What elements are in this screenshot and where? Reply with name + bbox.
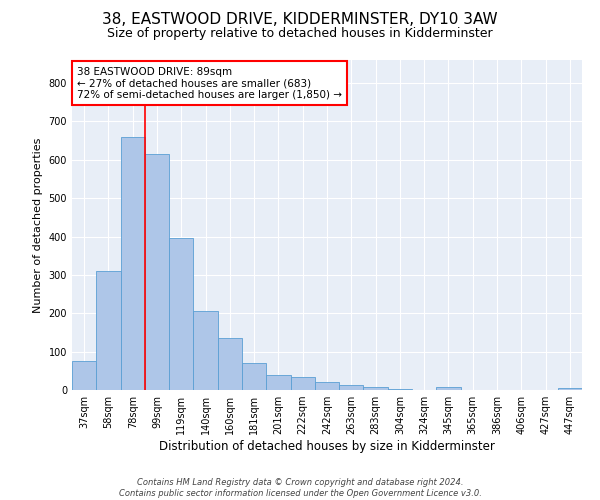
Text: 38, EASTWOOD DRIVE, KIDDERMINSTER, DY10 3AW: 38, EASTWOOD DRIVE, KIDDERMINSTER, DY10 … <box>102 12 498 28</box>
Bar <box>242 363 266 390</box>
Bar <box>145 154 169 390</box>
Bar <box>290 378 315 390</box>
Bar <box>218 338 242 390</box>
Text: Contains HM Land Registry data © Crown copyright and database right 2024.
Contai: Contains HM Land Registry data © Crown c… <box>119 478 481 498</box>
Bar <box>266 374 290 390</box>
Bar <box>193 312 218 390</box>
Bar <box>96 271 121 390</box>
Text: 38 EASTWOOD DRIVE: 89sqm
← 27% of detached houses are smaller (683)
72% of semi-: 38 EASTWOOD DRIVE: 89sqm ← 27% of detach… <box>77 66 342 100</box>
Bar <box>339 385 364 390</box>
Bar <box>169 238 193 390</box>
Bar <box>436 388 461 390</box>
Bar <box>388 389 412 390</box>
Y-axis label: Number of detached properties: Number of detached properties <box>33 138 43 312</box>
Bar <box>315 382 339 390</box>
X-axis label: Distribution of detached houses by size in Kidderminster: Distribution of detached houses by size … <box>159 440 495 453</box>
Bar <box>558 388 582 390</box>
Bar <box>121 136 145 390</box>
Text: Size of property relative to detached houses in Kidderminster: Size of property relative to detached ho… <box>107 28 493 40</box>
Bar <box>72 361 96 390</box>
Bar <box>364 387 388 390</box>
